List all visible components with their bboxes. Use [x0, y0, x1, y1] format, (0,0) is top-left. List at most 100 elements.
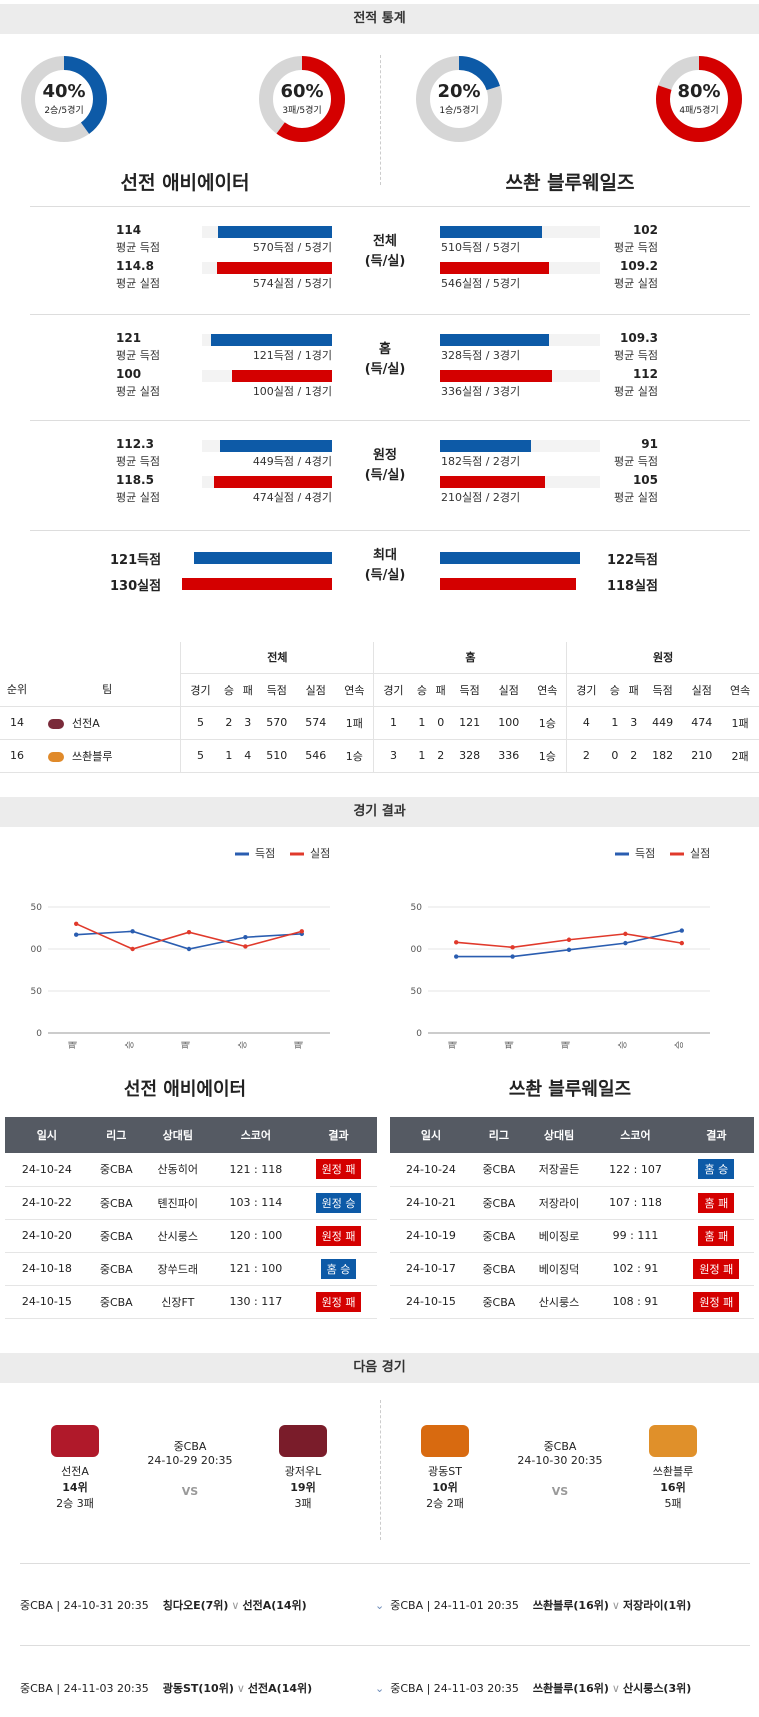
donut-chart: 20% 1승/5경기 — [415, 55, 503, 143]
allowed-point — [679, 940, 684, 946]
table-cell: 2 — [566, 739, 606, 773]
stat-group-label: 최대 (득/실) — [364, 548, 406, 583]
x-tick-label: 패 — [181, 1041, 192, 1049]
upcoming-info: 중CBA | 24-11-03 20:35 — [390, 1682, 519, 1695]
next-away-team[interactable]: 쓰촨블루 16위 5패 — [628, 1425, 718, 1511]
next-away-team[interactable]: 광저우L 19위 3패 — [258, 1425, 348, 1511]
stat-value: 105 — [632, 473, 658, 487]
next-home-team[interactable]: 광동ST 10위 2승 2패 — [400, 1425, 490, 1511]
team-name-left-results: 선전 애비에이터 — [123, 1079, 247, 1100]
column-header: 리그 — [88, 1117, 144, 1153]
upcoming-team-b: 선전A(14위) — [247, 1682, 313, 1695]
table-cell: 홈 승 — [300, 1252, 377, 1286]
divider — [30, 206, 750, 207]
column-header: 패 — [431, 673, 451, 707]
column-header: 결과 — [300, 1117, 377, 1153]
chevron-down-icon: ∨ — [611, 1682, 620, 1695]
stat-value: 91 — [641, 437, 658, 451]
x-tick-label: 승 — [617, 1041, 628, 1049]
max-score-bar — [194, 552, 332, 564]
table-row: 16 쓰촨블루 5 1 4 510 546 1승 3 1 2 328 336 1승 2 0 2 182 210 2패 — [0, 739, 759, 773]
table-cell: 1승 — [335, 739, 375, 773]
allowed-bar — [232, 370, 332, 382]
table-cell: 3 — [624, 706, 644, 740]
legend-allowed: 실점 — [690, 847, 710, 860]
table-cell: 홈 승 — [678, 1153, 754, 1187]
score-point — [679, 928, 684, 933]
team-name[interactable]: 쓰촨블루 — [72, 749, 113, 763]
table-cell: 1패 — [335, 706, 375, 740]
donut-subtext: 2승/5경기 — [44, 106, 84, 116]
x-tick-label: 승 — [674, 1041, 685, 1049]
score-point — [186, 946, 192, 952]
table-cell: 4 — [566, 706, 606, 740]
next-home-team[interactable]: 선전A 14위 2승 3패 — [30, 1425, 120, 1511]
stat-label: 평균 실점 — [116, 385, 160, 398]
donut-percent: 40% — [42, 81, 86, 102]
column-header: 일시 — [5, 1117, 89, 1153]
max-score-bar — [440, 552, 580, 564]
vs-label: VS — [551, 1485, 569, 1498]
table-cell: 121 — [450, 706, 490, 740]
team-logo-icon — [279, 1425, 327, 1457]
table-cell: 570 — [257, 706, 297, 740]
stat-label: 평균 득점 — [614, 455, 658, 468]
allowed-point — [510, 945, 515, 950]
table-cell: 베이징로 — [525, 1219, 593, 1253]
team-logo-icon — [51, 1425, 99, 1457]
stat-value: 109.2 — [620, 259, 658, 273]
table-row: 24-10-24 중CBA 저장골든 122 : 107 홈 승 — [390, 1153, 754, 1187]
table-cell: 130 : 117 — [211, 1285, 301, 1319]
upcoming-game[interactable]: ⌄ 중CBA | 24-11-01 20:35 쓰촨블루(16위) ∨ 저장라이(1위) — [375, 1597, 735, 1613]
table-row: 24-10-15 중CBA 산시룽스 108 : 91 원정 패 — [390, 1285, 754, 1319]
allowed-point — [186, 930, 192, 935]
chevron-down-icon: ∨ — [236, 1682, 245, 1695]
max-value: 121득점 — [110, 553, 162, 568]
upcoming-game[interactable]: ⌄ 중CBA | 24-11-03 20:35 쓰촨블루(16위) ∨ 산시룽스(3위) — [375, 1680, 735, 1696]
team-record: 2승 2패 — [426, 1497, 464, 1510]
team-name[interactable]: 선전A — [72, 716, 100, 730]
result-badge: 홈 승 — [320, 1258, 357, 1279]
donut-subtext: 3패/5경기 — [282, 106, 322, 116]
stat-label: 평균 실점 — [614, 491, 658, 504]
table-cell: 홈 패 — [678, 1186, 754, 1220]
y-tick-label: 150 — [30, 903, 42, 913]
stat-group-label: 원정 (득/실) — [364, 448, 406, 483]
score-point — [566, 947, 572, 953]
upcoming-game[interactable]: 중CBA | 24-10-31 20:35 칭다오E(7위) ∨ 선전A(14위) — [20, 1597, 380, 1613]
column-header: 리그 — [471, 1117, 526, 1153]
allowed-point — [299, 929, 304, 934]
upcoming-team-b: 산시룽스(3위) — [622, 1682, 692, 1695]
table-cell: 1패 — [721, 706, 759, 740]
stat-detail: 210실점 / 2경기 — [441, 491, 521, 504]
upcoming-info: 중CBA | 24-10-31 20:35 — [20, 1599, 149, 1612]
table-row: 24-10-21 중CBA 저장라이 107 : 118 홈 패 — [390, 1186, 754, 1220]
table-cell: 1 — [412, 706, 432, 740]
table-cell: 4 — [238, 739, 258, 773]
table-cell: 저장라이 — [525, 1186, 593, 1220]
table-cell: 120 : 100 — [211, 1219, 301, 1253]
team-name-right: 쓰촨 블루웨일즈 — [505, 172, 635, 194]
upcoming-game[interactable]: 중CBA | 24-11-03 20:35 광동ST(10위) ∨ 선전A(14위) — [20, 1680, 380, 1696]
stat-label: 평균 실점 — [116, 277, 160, 290]
table-cell: 1승 — [528, 706, 568, 740]
table-cell: 1 — [373, 706, 413, 740]
stat-value: 121 — [116, 331, 142, 345]
result-badge: 원정 패 — [315, 1291, 362, 1312]
divider — [30, 530, 750, 531]
y-tick-label: 100 — [410, 945, 422, 955]
table-cell: 중CBA — [471, 1285, 526, 1319]
table-cell: 121 : 118 — [211, 1153, 301, 1187]
table-cell: 182 — [643, 739, 683, 773]
legend-score: 득점 — [255, 847, 275, 860]
table-cell: 1승 — [528, 739, 568, 773]
table-cell: 2 — [431, 739, 451, 773]
table-cell: 장쑤드래 — [143, 1252, 212, 1286]
table-cell: 24-10-18 — [5, 1252, 89, 1286]
team-name: 쓰촨블루 — [652, 1465, 694, 1478]
table-cell: 산시룽스 — [143, 1219, 212, 1253]
table-cell: 99 : 111 — [592, 1219, 679, 1253]
max-value: 118실점 — [606, 579, 658, 594]
y-tick-label: 50 — [31, 987, 43, 997]
table-cell: 24-10-24 — [5, 1153, 89, 1187]
